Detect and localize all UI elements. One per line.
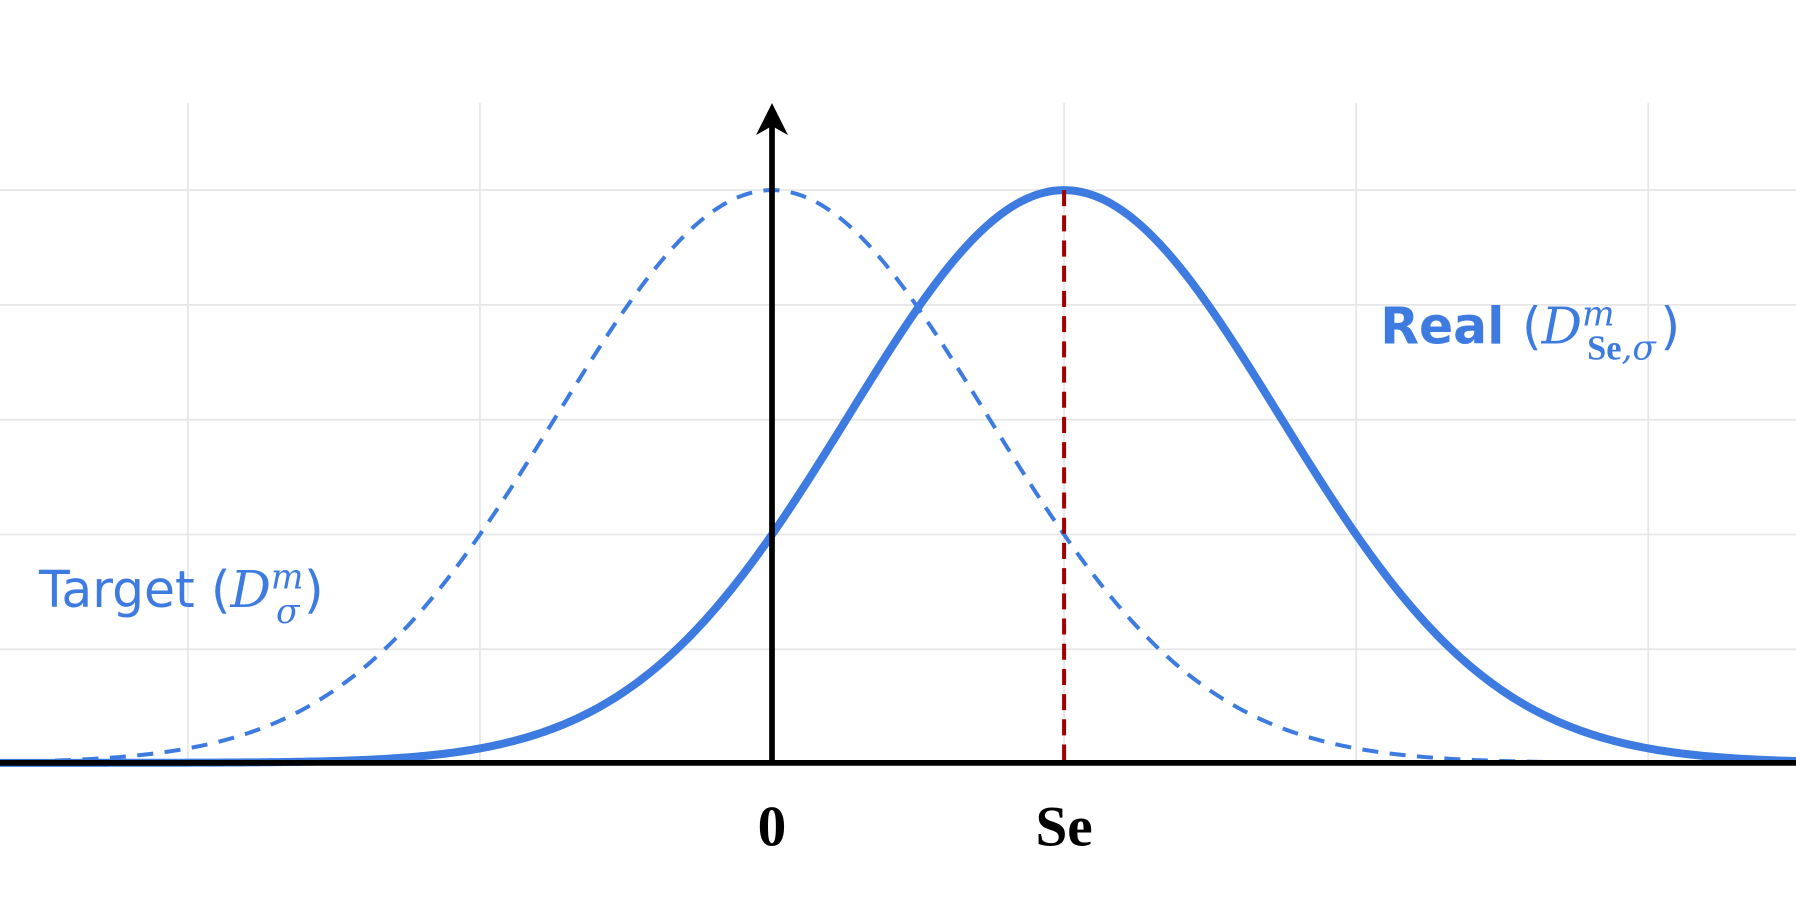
subscript: ,σ [1622,329,1658,369]
x-label-origin: 0 [758,795,787,858]
label-name: Target [38,560,195,619]
superscript: m [271,558,304,598]
x-label-shift: Se [1035,795,1092,858]
symbol: D [229,560,270,619]
subscript: σ [276,592,301,632]
grid [0,103,1796,763]
target-label: Target (Dm σ) [38,558,324,632]
real-curve [0,186,1796,767]
superscript: m [1582,294,1615,334]
real-label: Real (Dm Se,σ) [1380,294,1680,368]
label-name: Real [1380,297,1504,356]
symbol: D [1541,297,1582,356]
subscript-bold: Se [1587,330,1621,368]
paren: ( [211,560,231,619]
target-curve [0,188,1796,765]
paren: ) [1660,297,1680,356]
y-axis-arrow [755,103,789,136]
paren: ( [1522,297,1542,356]
paren: ) [304,560,324,619]
